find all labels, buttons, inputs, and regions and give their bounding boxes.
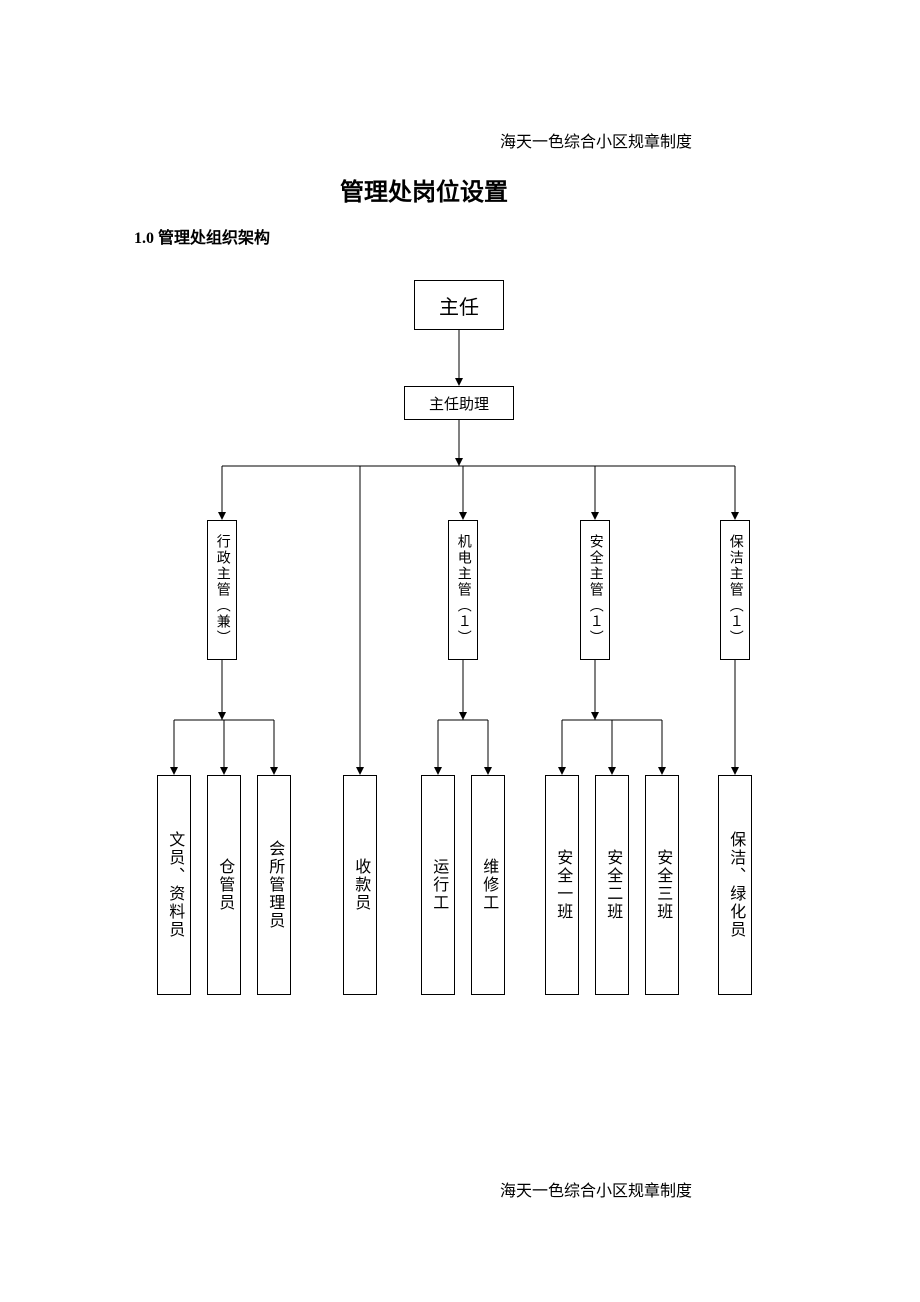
org-node-sec2: 安全二班 bbox=[595, 775, 629, 995]
org-node-warehouse: 仓管员 bbox=[207, 775, 241, 995]
org-node-assistant: 主任助理 bbox=[404, 386, 514, 420]
org-node-director: 主任 bbox=[414, 280, 504, 330]
org-node-clerk: 文员、资料员 bbox=[157, 775, 191, 995]
org-node-admin_mgr: 行政主管（兼） bbox=[207, 520, 237, 660]
org-node-sec_mgr: 安全主管（１） bbox=[580, 520, 610, 660]
org-node-club: 会所管理员 bbox=[257, 775, 291, 995]
org-node-me_mgr: 机电主管（１） bbox=[448, 520, 478, 660]
org-node-clean_mgr: 保洁主管（１） bbox=[720, 520, 750, 660]
org-node-cashier: 收款员 bbox=[343, 775, 377, 995]
org-node-operator: 运行工 bbox=[421, 775, 455, 995]
org-node-maint: 维修工 bbox=[471, 775, 505, 995]
org-node-cleaner: 保洁、绿化员 bbox=[718, 775, 752, 995]
org-node-sec3: 安全三班 bbox=[645, 775, 679, 995]
org-node-sec1: 安全一班 bbox=[545, 775, 579, 995]
